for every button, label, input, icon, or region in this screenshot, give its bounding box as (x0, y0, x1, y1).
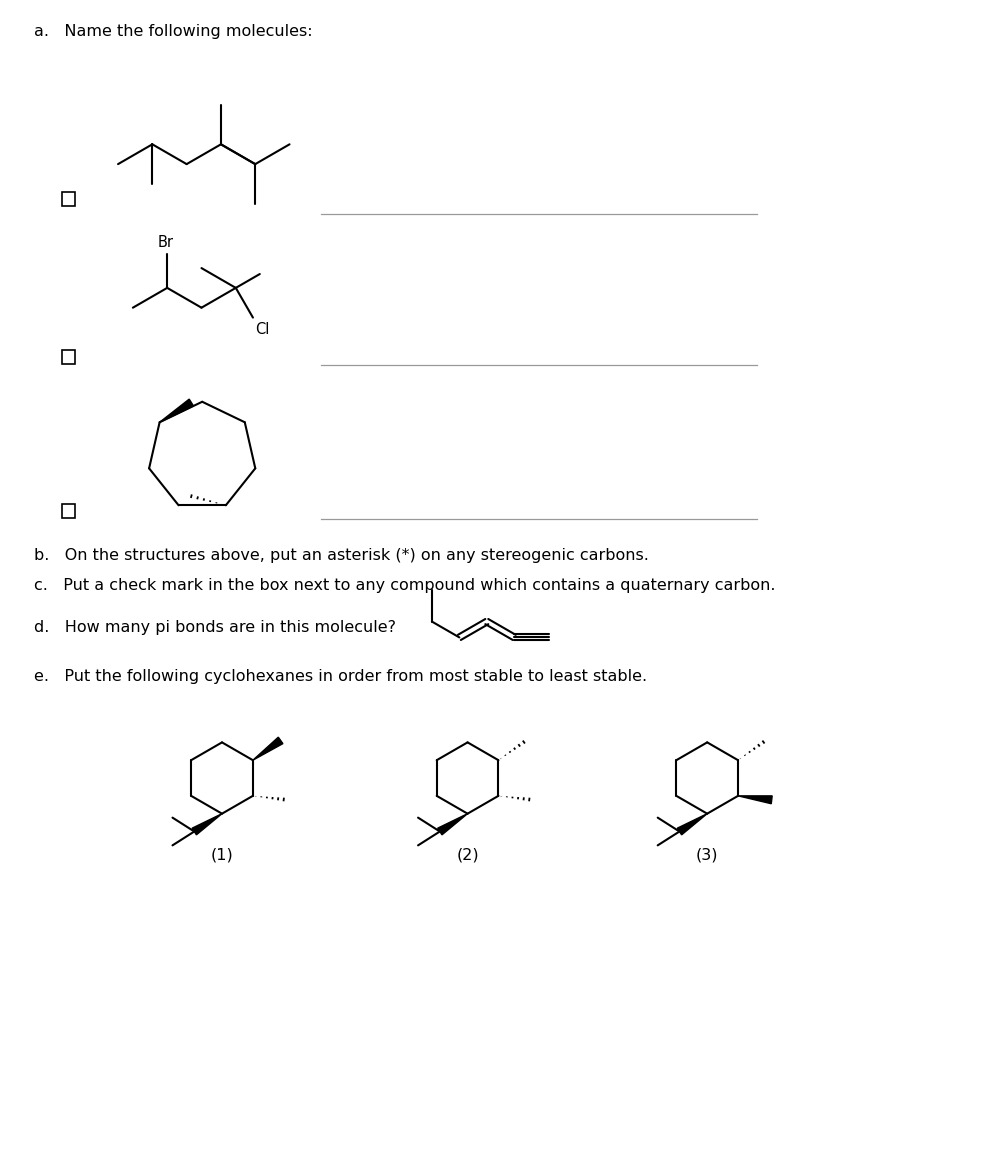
Text: c.   Put a check mark in the box next to any compound which contains a quaternar: c. Put a check mark in the box next to a… (34, 578, 776, 593)
Text: b.   On the structures above, put an asterisk (*) on any stereogenic carbons.: b. On the structures above, put an aster… (34, 548, 649, 563)
Polygon shape (678, 814, 707, 835)
Text: (3): (3) (696, 848, 718, 863)
Text: d.   How many pi bonds are in this molecule?: d. How many pi bonds are in this molecul… (34, 620, 396, 635)
Polygon shape (192, 814, 222, 835)
Text: Br: Br (157, 235, 173, 250)
Bar (61, 504, 75, 518)
Polygon shape (438, 814, 467, 835)
Bar (61, 350, 75, 364)
Polygon shape (253, 738, 283, 760)
Text: (2): (2) (456, 848, 479, 863)
Text: a.   Name the following molecules:: a. Name the following molecules: (34, 23, 312, 38)
Polygon shape (160, 400, 194, 423)
Text: e.   Put the following cyclohexanes in order from most stable to least stable.: e. Put the following cyclohexanes in ord… (34, 669, 647, 684)
Text: Cl: Cl (255, 322, 270, 337)
Bar (61, 192, 75, 206)
Text: (1): (1) (210, 848, 233, 863)
Polygon shape (738, 796, 773, 804)
